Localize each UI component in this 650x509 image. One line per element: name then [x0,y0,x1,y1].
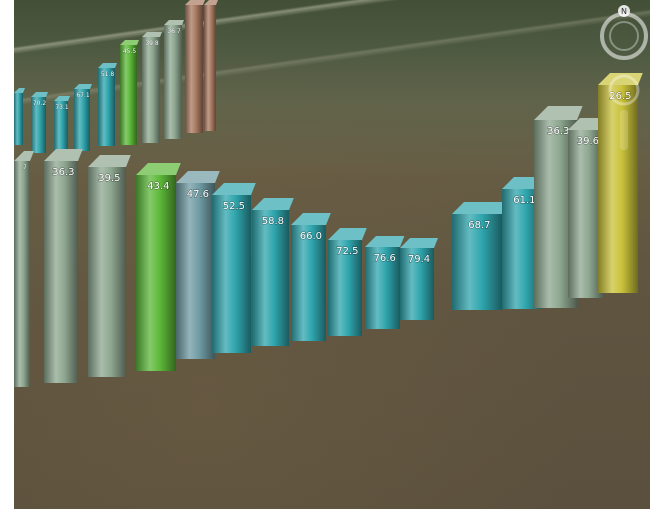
compass-north-label: N [621,7,627,16]
look-joystick[interactable] [608,74,640,106]
column-value-label: 67.1 [76,92,90,99]
front-row-column[interactable]: 43.4 [136,163,181,371]
column-value-label: .7 [21,164,27,171]
column-value-label: 66.0 [300,231,322,242]
column-value-label: 39.5 [98,173,120,184]
back-row-column[interactable]: 70.2 [31,92,48,153]
column-value-label: 43.4 [147,181,169,192]
column-value-label: 70.2 [33,100,47,107]
right-group-column[interactable]: 68.7 [452,202,507,310]
column-value-label: 58.8 [262,216,284,227]
column-value-label: 36.3 [547,126,569,137]
column-value-label: 73.1 [55,104,69,111]
column-layer: 70.2 73.1 67.1 51.8 45.5 39.8 36.7 .7 36.3 39.5 43… [14,0,643,387]
front-row-column[interactable]: 76.6 [365,236,405,329]
column-value-label: 52.5 [223,201,245,212]
column-value-label: 72.5 [336,246,358,257]
zoom-slider[interactable] [620,110,628,150]
front-row-column[interactable]: 52.5 [212,183,256,353]
column-value-label: 39.6 [577,136,599,147]
front-row-column[interactable]: 39.5 [88,155,131,377]
column-value-label: 68.7 [468,220,490,231]
back-row-column[interactable]: 67.1 [74,84,92,151]
front-row-column[interactable]: 72.5 [328,228,367,336]
map-viewport[interactable]: 70.2 73.1 67.1 51.8 45.5 39.8 36.7 .7 36.3 39.5 43… [14,0,650,509]
column-value-label: 76.6 [374,253,396,264]
column-value-label: 61.1 [513,195,535,206]
front-row-column[interactable]: 36.3 [44,149,83,383]
column-value-label: 39.8 [145,40,159,47]
column-value-label: 36.3 [52,167,74,178]
column-value-label: 51.8 [101,71,115,78]
right-group-column[interactable]: 39.6 [568,118,608,298]
back-row-column[interactable]: 73.1 [54,96,70,153]
navigation-controls[interactable]: N [596,2,650,152]
front-row-column[interactable]: 79.4 [400,238,438,320]
back-row-column[interactable] [185,0,205,133]
back-row-column[interactable] [14,88,25,145]
column-value-label: 47.6 [187,189,209,200]
front-row-column[interactable]: 58.8 [252,198,294,346]
column-value-label: 79.4 [408,254,430,265]
front-row-column[interactable]: 66.0 [291,213,331,341]
right-group-column[interactable]: 26.5 [598,73,643,293]
back-row-column[interactable] [204,0,218,131]
back-row-column[interactable]: 45.5 [120,40,139,145]
front-row-column[interactable]: .7 [14,151,34,387]
column-value-label: 36.7 [167,28,181,35]
back-row-column[interactable]: 36.7 [164,20,184,139]
column-value-label: 45.5 [123,48,137,55]
front-row-column[interactable]: 47.6 [176,171,220,359]
column-value-label: 26.5 [609,91,631,102]
back-row-column[interactable]: 51.8 [98,63,117,146]
back-row-column[interactable]: 39.8 [142,32,162,143]
compass-ring[interactable]: N [600,5,648,60]
